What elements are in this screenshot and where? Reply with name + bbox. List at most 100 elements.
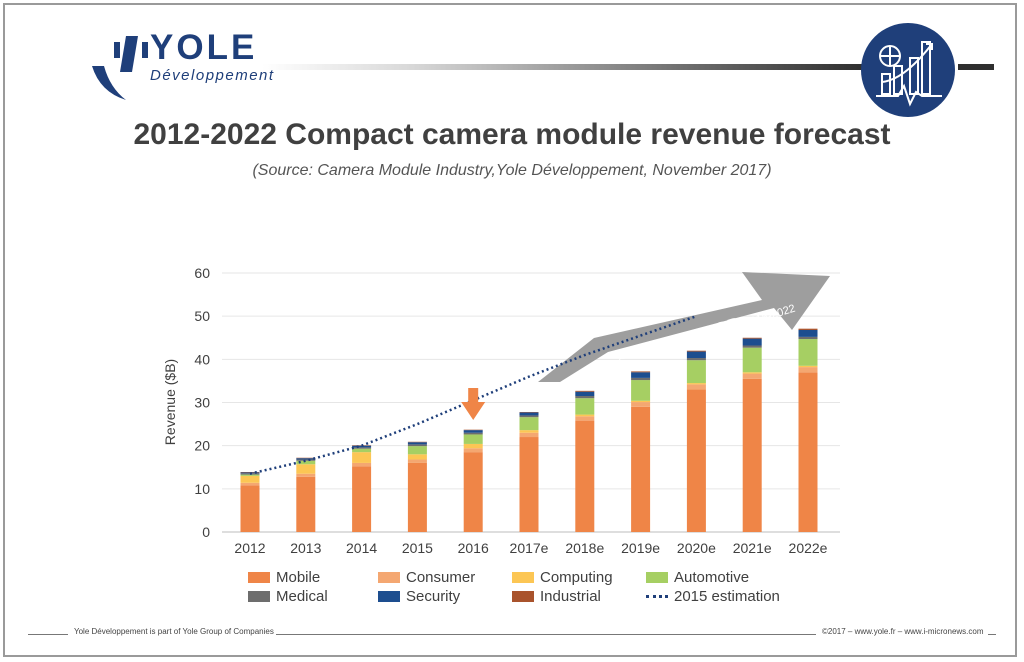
bar-segment-security (407, 442, 427, 445)
bar-segment-mobile (352, 466, 372, 532)
legend-item-consumer: Consumer (378, 568, 475, 586)
bar-segment-automotive (798, 339, 818, 366)
footer-rule-left (28, 634, 68, 635)
x-tick-label: 2019e (621, 540, 660, 556)
y-tick-label: 10 (194, 481, 210, 497)
legend-label: Medical (276, 587, 328, 605)
analytics-badge-icon (861, 23, 955, 117)
x-tick-label: 2015 (402, 540, 433, 556)
bar-segment-medical (407, 444, 427, 447)
bar-segment-medical (742, 345, 762, 348)
legend-swatch (512, 571, 534, 583)
legend-swatch (248, 590, 270, 602)
legend-swatch (646, 571, 668, 583)
bar-segment-industrial (798, 328, 818, 330)
bar-segment-medical (240, 473, 260, 475)
bar-segment-automotive (686, 360, 706, 384)
legend-item-estimation: 2015 estimation (646, 587, 780, 605)
bar-segment-automotive (463, 434, 483, 444)
y-tick-label: 30 (194, 395, 210, 411)
y-tick-label: 60 (194, 265, 210, 281)
chart-title: 2012-2022 Compact camera module revenue … (133, 118, 891, 151)
x-tick-label: 2022e (789, 540, 828, 556)
bar-segment-mobile (463, 452, 483, 532)
legend-item-medical: Medical (248, 587, 328, 605)
bar-segment-consumer (240, 482, 260, 486)
bar-segment-security (463, 430, 483, 433)
bar-segment-security (686, 351, 706, 359)
bar-segment-consumer (631, 402, 651, 407)
legend-item-industrial: Industrial (512, 587, 601, 605)
bar-segment-industrial (575, 390, 595, 392)
footer-rule-right (988, 634, 996, 635)
bar-segment-security (742, 338, 762, 346)
bar-segment-consumer (296, 473, 316, 477)
legend-swatch (378, 571, 400, 583)
y-tick-label: 50 (194, 308, 210, 324)
bar-segment-computing (519, 430, 539, 433)
x-tick-label: 2012 (234, 540, 265, 556)
bar-segment-medical (798, 336, 818, 340)
bar-segment-consumer (519, 432, 539, 438)
bar-segment-industrial (631, 371, 651, 373)
bar-segment-security (631, 372, 651, 378)
x-tick-label: 2021e (733, 540, 772, 556)
legend-label: Consumer (406, 568, 476, 586)
bar-segment-security (352, 445, 372, 448)
bar-segment-mobile (742, 378, 762, 532)
bar-segment-industrial (686, 350, 706, 352)
bar-segment-automotive (352, 448, 372, 453)
bar-segment-consumer (798, 367, 818, 373)
logo-subtitle: Développement (150, 67, 275, 84)
bar-segment-automotive (575, 398, 595, 415)
chart-subtitle: (Source: Camera Module Industry,Yole Dév… (252, 162, 772, 179)
bar-segment-automotive (296, 460, 316, 465)
bar-segment-mobile (575, 420, 595, 532)
bar-segment-computing (742, 372, 762, 374)
y-tick-label: 40 (194, 351, 210, 367)
x-tick-label: 2016 (458, 540, 489, 556)
bar-segment-mobile (519, 437, 539, 532)
bar-segment-computing (352, 452, 372, 463)
bar-segment-mobile (240, 485, 260, 532)
bar-segment-industrial (742, 337, 762, 339)
bar-segment-computing (463, 443, 483, 449)
header-rule-end (958, 64, 994, 70)
bar-segment-medical (519, 415, 539, 418)
bar-segment-computing (296, 464, 316, 474)
legend-label: Computing (540, 568, 613, 586)
bar-segment-security (519, 412, 539, 416)
legend-item-automotive: Automotive (646, 568, 749, 586)
bar-segment-computing (240, 475, 260, 483)
legend-label: Mobile (276, 568, 321, 586)
bar-segment-automotive (519, 417, 539, 431)
bar-segment-security (798, 329, 818, 337)
bar-segment-medical (631, 377, 651, 381)
bar-segment-automotive (742, 347, 762, 373)
legend-swatch (248, 571, 270, 583)
bar-segment-consumer (575, 416, 595, 421)
logo-wordmark: YOLE (150, 28, 258, 67)
bar-segment-automotive (240, 474, 260, 476)
x-tick-label: 2018e (565, 540, 604, 556)
legend-item-computing: Computing (512, 568, 613, 586)
legend-item-mobile: Mobile (248, 568, 320, 586)
page-frame (3, 3, 1017, 657)
footer-left-text: Yole Développement is part of Yole Group… (74, 627, 274, 636)
bar-segment-automotive (631, 380, 651, 401)
legend-label: Automotive (674, 568, 750, 586)
bar-segment-consumer (463, 448, 483, 453)
bar-segment-consumer (352, 462, 372, 467)
bar-segment-medical (575, 396, 595, 399)
header-rule (262, 64, 862, 70)
bar-segment-mobile (686, 389, 706, 532)
legend-item-security: Security (378, 587, 460, 605)
bar-segment-mobile (798, 372, 818, 532)
bar-segment-computing (631, 400, 651, 403)
bar-segment-mobile (631, 406, 651, 532)
y-tick-label: 0 (202, 524, 210, 540)
legend-label: Security (406, 587, 461, 605)
legend-dotted-swatch (646, 594, 668, 598)
bar-segment-security (575, 391, 595, 397)
